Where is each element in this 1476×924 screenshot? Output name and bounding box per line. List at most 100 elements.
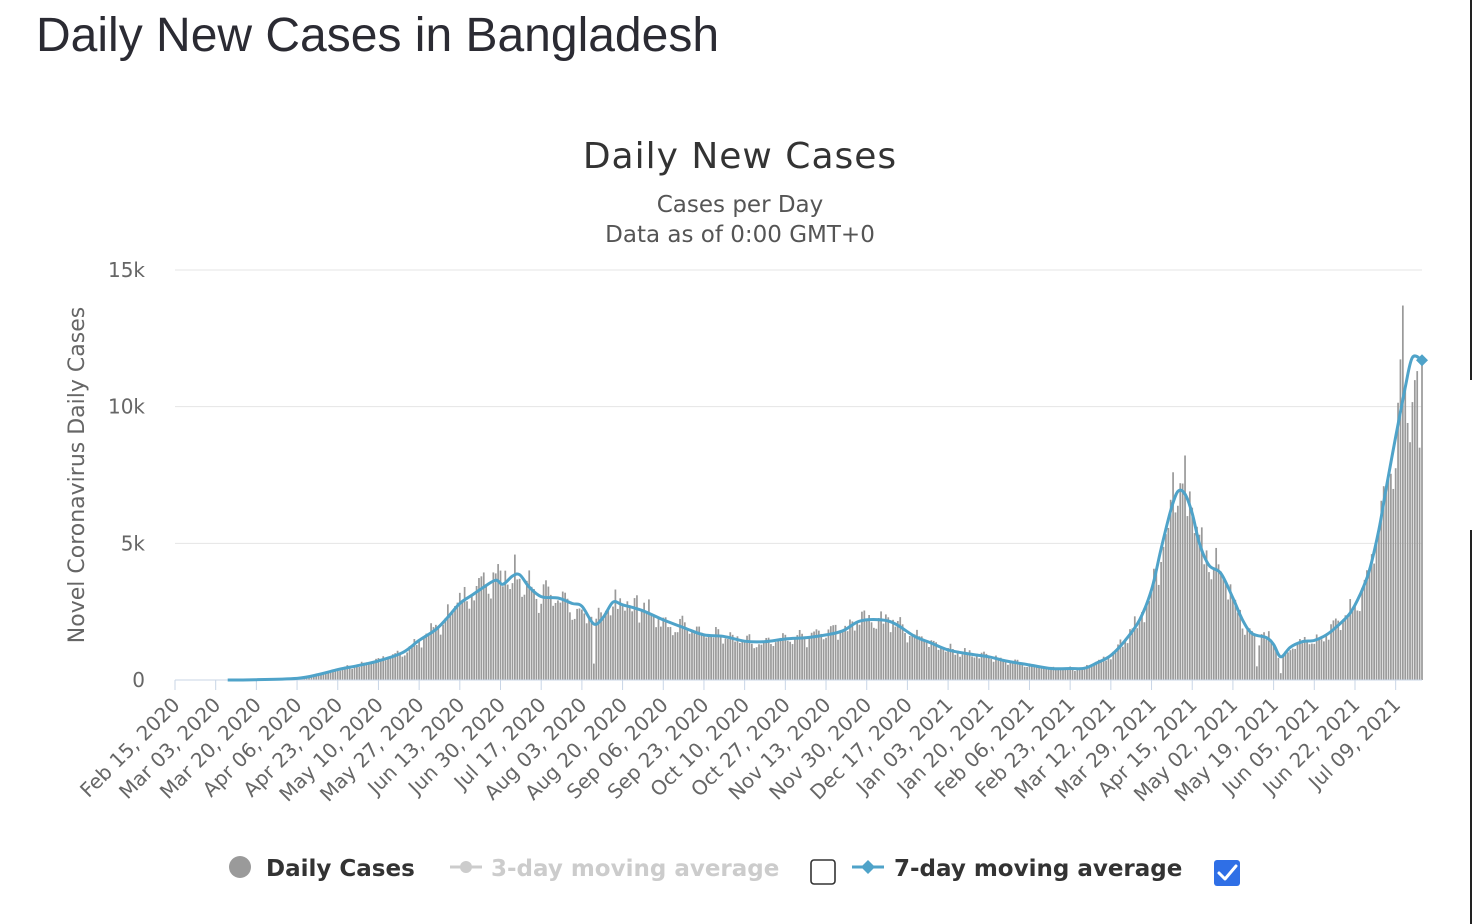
daily-cases-bar <box>612 606 614 680</box>
daily-cases-bar <box>999 657 1002 680</box>
daily-cases-bar <box>1306 642 1308 680</box>
daily-cases-bar <box>942 649 945 680</box>
daily-cases-bar <box>664 617 667 680</box>
daily-cases-bar <box>435 624 437 680</box>
daily-cases-bar <box>1303 636 1306 680</box>
daily-cases-bar <box>1179 483 1182 680</box>
daily-cases-bar <box>1162 546 1165 680</box>
daily-cases-bar <box>1406 422 1409 680</box>
legend-item-seven-day-average[interactable]: 7-day moving average <box>852 856 1182 882</box>
daily-cases-bar <box>530 586 533 680</box>
daily-cases-bar <box>549 594 552 680</box>
scrollbar-edge-bottom <box>1470 530 1476 924</box>
daily-cases-bar <box>736 636 739 680</box>
daily-cases-bar <box>614 589 617 680</box>
daily-cases-bar <box>1332 620 1335 680</box>
daily-cases-bar <box>336 670 339 680</box>
daily-cases-bar <box>1062 668 1064 680</box>
daily-cases-bar <box>873 627 875 680</box>
three-day-average-checkbox[interactable] <box>810 859 836 885</box>
daily-cases-bar <box>930 640 933 680</box>
daily-cases-bar <box>676 632 679 680</box>
daily-cases-bar <box>1344 615 1347 680</box>
daily-cases-bar <box>1203 564 1206 680</box>
daily-cases-bar <box>956 650 959 680</box>
daily-cases-bar <box>523 594 526 680</box>
daily-cases-bar <box>1327 639 1330 680</box>
daily-cases-bar <box>1071 667 1074 680</box>
y-tick-label: 10k <box>108 395 145 419</box>
daily-cases-bar <box>640 611 643 680</box>
daily-cases-bar <box>894 626 897 680</box>
daily-cases-bar <box>537 612 540 680</box>
daily-cases-bar <box>576 608 578 680</box>
daily-cases-bar <box>1193 533 1196 680</box>
daily-cases-bar <box>545 580 547 680</box>
daily-cases-bar <box>1066 668 1069 680</box>
daily-cases-bar <box>975 653 978 680</box>
daily-cases-bar <box>743 640 746 680</box>
daily-cases-bar <box>1165 534 1167 680</box>
daily-cases-bar <box>494 573 497 680</box>
daily-cases-bar <box>679 618 681 680</box>
daily-cases-bar <box>1342 619 1344 680</box>
daily-cases-bar <box>693 631 696 680</box>
daily-cases-bar <box>997 659 1000 680</box>
daily-cases-bar <box>925 640 928 680</box>
daily-cases-bar <box>774 642 777 680</box>
daily-cases-bar <box>1112 651 1115 680</box>
daily-cases-bar <box>837 639 839 680</box>
daily-cases-bar <box>1153 568 1155 680</box>
daily-cases-bar <box>1007 664 1009 680</box>
daily-cases-bar <box>1054 669 1057 680</box>
daily-cases-bar <box>877 617 880 680</box>
daily-cases-bar <box>1117 644 1119 680</box>
legend-three-day-average-label: 3-day moving average <box>491 856 779 882</box>
daily-cases-bar <box>590 616 593 680</box>
daily-cases-bar <box>784 634 787 680</box>
daily-cases-bar <box>892 619 894 680</box>
daily-cases-bar <box>928 647 930 680</box>
daily-cases-bar <box>1143 622 1146 680</box>
daily-cases-bar <box>1088 665 1091 680</box>
daily-cases-bar <box>954 654 957 680</box>
daily-cases-bar <box>1109 659 1112 680</box>
daily-cases-bar <box>451 610 454 680</box>
daily-cases-bar <box>600 612 602 680</box>
daily-cases-bar <box>636 595 638 680</box>
daily-cases-bar <box>475 586 478 680</box>
daily-cases-bar <box>370 661 373 680</box>
seven-day-average-checkbox[interactable] <box>1214 860 1240 886</box>
daily-cases-bar <box>1131 628 1134 680</box>
daily-cases-bar <box>619 598 622 680</box>
daily-cases-bar <box>1380 500 1383 680</box>
daily-cases-bar <box>1241 628 1244 680</box>
daily-cases-bar <box>497 564 499 680</box>
daily-cases-bar <box>1351 608 1354 680</box>
daily-cases-bar <box>813 631 815 680</box>
daily-cases-bar <box>1318 638 1320 680</box>
daily-cases-bar <box>1042 668 1045 680</box>
daily-cases-bar <box>758 644 760 680</box>
daily-cases-bar <box>1222 576 1225 680</box>
daily-cases-bar <box>643 602 645 680</box>
daily-cases-bar <box>786 640 789 680</box>
daily-cases-bar <box>1397 402 1399 680</box>
legend-item-three-day-average[interactable]: 3-day moving average <box>450 856 779 882</box>
legend-item-daily-cases[interactable]: Daily Cases <box>229 856 415 882</box>
daily-cases-bar <box>671 635 674 680</box>
seven-day-average-line <box>227 354 1423 682</box>
daily-cases-bar <box>1045 667 1048 680</box>
daily-cases-bar <box>564 592 566 680</box>
daily-cases-bar <box>920 636 923 680</box>
daily-cases-bar <box>822 639 825 680</box>
daily-cases-bar <box>540 603 543 680</box>
daily-cases-bar <box>1031 665 1033 680</box>
daily-cases-bar <box>875 628 878 680</box>
daily-cases-bar <box>817 630 820 680</box>
daily-cases-bar <box>408 646 411 680</box>
daily-cases-bar <box>1263 632 1265 680</box>
seven-day-average-checkbox-box <box>1214 860 1240 886</box>
daily-cases-bar <box>425 633 428 680</box>
daily-cases-bar <box>1069 666 1072 680</box>
